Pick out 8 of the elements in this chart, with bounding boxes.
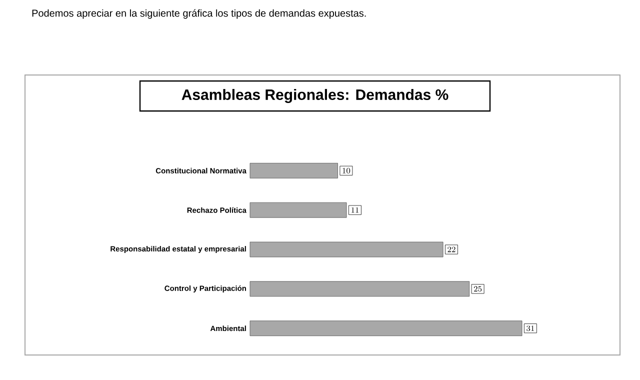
data-label: 11 — [351, 207, 359, 213]
bar — [250, 162, 338, 178]
data-label: 31 — [526, 326, 534, 332]
data-label: 22 — [448, 246, 456, 252]
data-label: 10 — [342, 168, 350, 174]
chart-title: Asambleas Regionales: Demandas % — [182, 88, 448, 104]
data-label: 25 — [474, 286, 482, 292]
text: Podemos apreciar en la siguiente gráfica los tipos de demandas expuestas. — [32, 9, 366, 19]
